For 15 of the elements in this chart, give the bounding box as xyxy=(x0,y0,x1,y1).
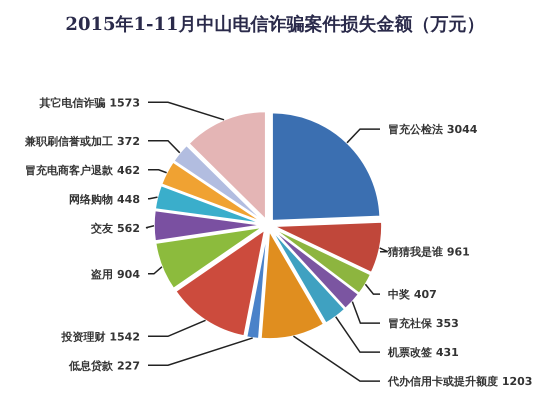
slice-label: 冒充电商客户退款 462 xyxy=(25,164,140,177)
slice-label: 中奖 407 xyxy=(388,288,437,302)
slice-label: 机票改签 431 xyxy=(387,346,459,360)
slice-label: 盗用 904 xyxy=(91,268,140,281)
chart-title: 2015年1-11月中山电信诈骗案件损失金额（万元） xyxy=(65,14,485,35)
slice-label: 低息贷款 227 xyxy=(68,359,140,372)
slice-label: 其它电信诈骗 1573 xyxy=(38,96,140,110)
slice-label: 冒充公检法 3044 xyxy=(388,123,478,136)
slice-label: 交友 562 xyxy=(90,222,140,235)
slice-label: 猜猜我是谁 961 xyxy=(387,246,470,259)
slice-label: 兼职刷信誉或加工 372 xyxy=(24,134,140,148)
slice-label: 投资理财 1542 xyxy=(60,330,140,344)
slice-label: 冒充社保 353 xyxy=(388,317,459,330)
slice-label: 代办信用卡或提升额度 1203 xyxy=(387,375,532,388)
slice-label: 网络购物 448 xyxy=(69,192,140,206)
